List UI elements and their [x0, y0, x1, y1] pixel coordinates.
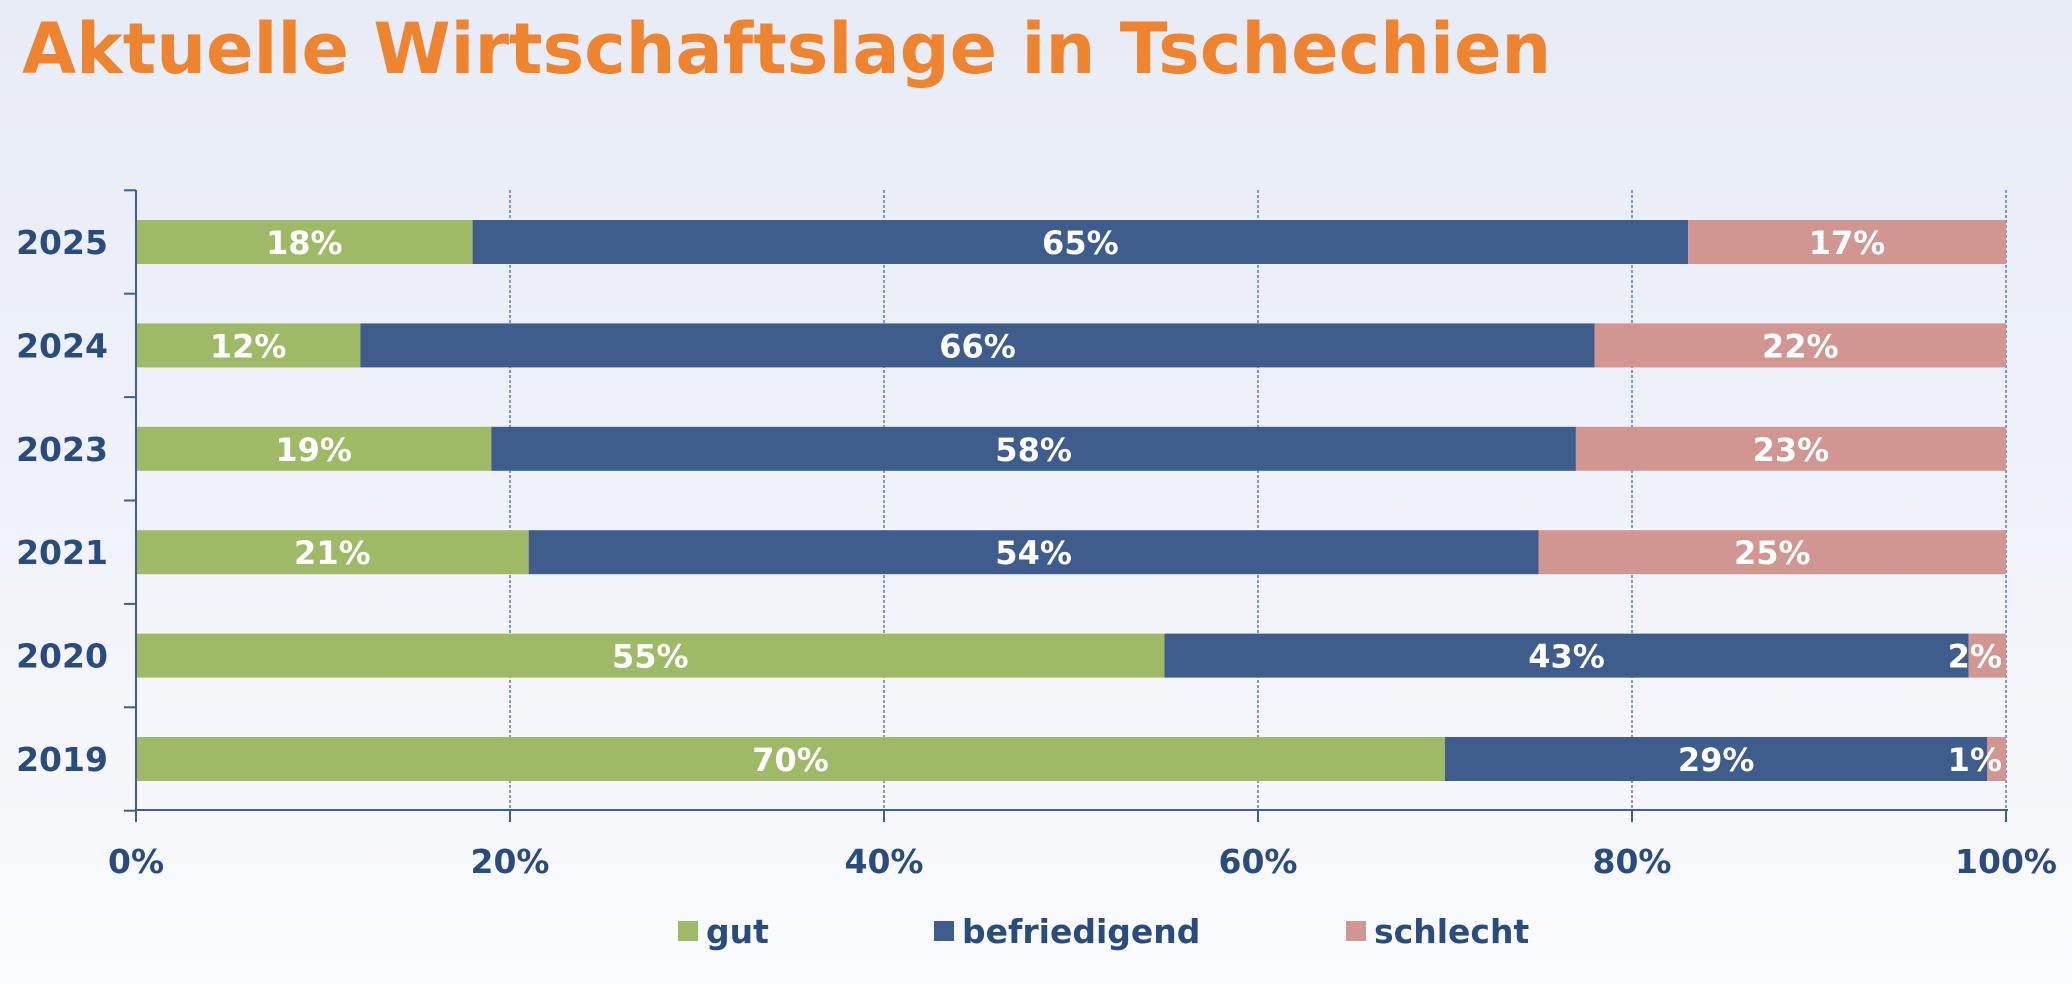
category-label: 2020 — [16, 637, 108, 676]
bar-segment — [491, 426, 1576, 471]
data-label: 21% — [294, 534, 371, 572]
axes: 0% 20% 40% 60% 80% 100% 2025 2024 2023 2021 2020 20… — [16, 189, 2057, 881]
legend-label: gut — [706, 912, 769, 951]
data-label: 58% — [995, 431, 1072, 469]
category-label: 2024 — [16, 326, 108, 365]
bar-segment — [136, 530, 529, 575]
data-label: 70% — [752, 741, 829, 779]
category-label: 2025 — [16, 223, 108, 262]
bar-segment — [1538, 530, 2006, 575]
bar-segment — [1968, 633, 2006, 678]
legend-label: befriedigend — [962, 912, 1200, 951]
bar-segment — [360, 323, 1595, 368]
bar-segment — [136, 633, 1165, 678]
bar-segment — [136, 426, 492, 471]
data-label: 18% — [266, 224, 343, 262]
data-label: 65% — [1042, 224, 1119, 262]
data-label: 23% — [1753, 431, 1830, 469]
chart-title: Aktuelle Wirtschaftslage in Tschechien — [22, 8, 1551, 90]
data-label: 1% — [1948, 741, 2002, 779]
bars: 18% 65% 17% 12% 66% 22% 19% 58% 23% 21% 54% 25% 55% 4… — [136, 220, 2006, 781]
x-tick-label: 80% — [1593, 842, 1672, 881]
category-label: 2019 — [16, 740, 108, 779]
data-label: 43% — [1528, 638, 1605, 676]
data-label: 25% — [1734, 534, 1811, 572]
data-label: 66% — [939, 327, 1016, 365]
data-label: 2% — [1948, 638, 2002, 676]
bar-segment — [528, 530, 1539, 575]
data-label: 19% — [275, 431, 352, 469]
gridlines — [509, 190, 2007, 810]
data-label: 29% — [1678, 741, 1755, 779]
data-label: 22% — [1762, 327, 1839, 365]
bar-segment — [1164, 633, 1969, 678]
bar-segment — [136, 220, 473, 264]
legend-swatch — [934, 921, 954, 941]
x-tick-label: 20% — [471, 842, 550, 881]
category-label: 2021 — [16, 533, 108, 572]
data-label: 12% — [210, 327, 287, 365]
bar-segment — [1445, 737, 1988, 781]
x-tick-label: 100% — [1955, 842, 2057, 881]
x-tick-label: 0% — [108, 842, 164, 881]
category-label: 2023 — [16, 430, 108, 469]
legend-swatch — [1346, 921, 1366, 941]
bar-segment — [1594, 323, 2006, 368]
x-tick-label: 40% — [845, 842, 924, 881]
bar-segment — [1987, 737, 2006, 781]
bar-segment — [1575, 426, 2006, 471]
data-label: 54% — [995, 534, 1072, 572]
legend: gut befriedigend schlecht — [678, 912, 1529, 951]
bar-segment — [136, 323, 361, 368]
legend-swatch — [678, 921, 698, 941]
x-tick-label: 60% — [1219, 842, 1298, 881]
bar-segment — [472, 220, 1689, 264]
bar-segment — [1688, 220, 2006, 264]
bar-segment — [136, 737, 1445, 781]
data-label: 55% — [612, 638, 689, 676]
legend-label: schlecht — [1374, 912, 1529, 951]
data-label: 17% — [1809, 224, 1886, 262]
